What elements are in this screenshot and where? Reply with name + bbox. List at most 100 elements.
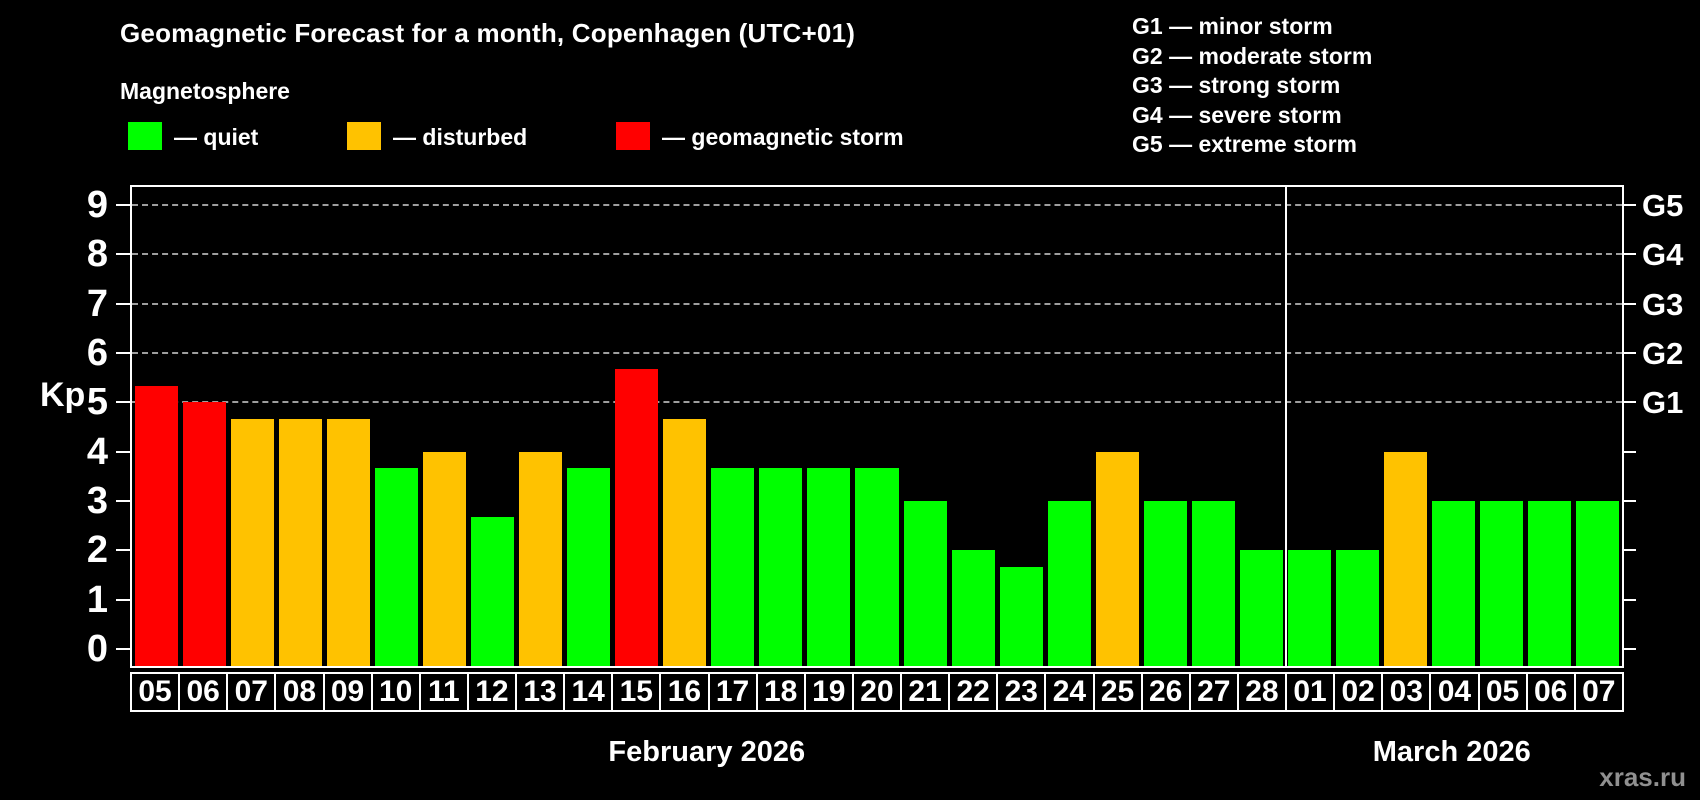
chart-subtitle: Magnetosphere xyxy=(120,78,290,104)
y-tick-label: 9 xyxy=(86,184,108,227)
right-axis-tick xyxy=(1622,352,1636,355)
g-scale-label-g2: G2 xyxy=(1642,336,1684,372)
day-label: 21 xyxy=(900,672,951,712)
storm-color-swatch xyxy=(616,122,650,150)
day-label: 20 xyxy=(851,672,902,712)
y-tick-label: 1 xyxy=(86,578,108,621)
legend-label-quiet: — quiet xyxy=(174,124,259,150)
kp-bar-day-25 xyxy=(1095,451,1139,666)
kp-bar-day-21 xyxy=(903,501,947,666)
plot-area: 0 1 2 3 4 5 6 7 8 9 G1 G2 G3 G4 G5 xyxy=(87,185,1683,668)
disturbed-color-swatch xyxy=(347,122,381,150)
y-tick-label: 8 xyxy=(86,233,108,276)
day-label: 25 xyxy=(1092,672,1143,712)
day-label: 24 xyxy=(1044,672,1095,712)
g-scale-label-g5: G5 xyxy=(1642,188,1684,224)
kp-bar-day-12 xyxy=(470,517,514,666)
kp-bar-day-10 xyxy=(374,467,418,666)
y-tick-label: 4 xyxy=(86,430,108,473)
y-axis-tick xyxy=(116,253,130,256)
kp-bar-day-24 xyxy=(1047,501,1091,666)
kp-bar-day-11 xyxy=(422,451,466,666)
right-axis-tick xyxy=(1622,253,1636,256)
day-label: 07 xyxy=(1573,672,1624,712)
right-axis-tick xyxy=(1622,500,1636,502)
y-axis-tick xyxy=(116,302,130,305)
kp-bar-day-27 xyxy=(1191,501,1235,666)
gridline-kp7 xyxy=(132,302,1622,305)
y-tick-label: 6 xyxy=(86,332,108,375)
y-tick-label: 0 xyxy=(86,628,108,670)
kp-bar-day-07 xyxy=(230,418,274,666)
y-tick-label: 7 xyxy=(86,282,108,325)
day-label: 27 xyxy=(1188,672,1239,712)
storm-scale-legend-item-g3: G3 — strong storm xyxy=(1132,72,1341,98)
kp-bar-day-05 xyxy=(134,386,178,666)
g-scale-label-g4: G4 xyxy=(1642,237,1684,273)
right-axis-tick xyxy=(1622,302,1636,305)
day-label: 22 xyxy=(948,672,999,712)
day-label: 09 xyxy=(322,672,373,712)
kp-bar-day-15 xyxy=(615,369,659,666)
right-axis-tick xyxy=(1622,450,1636,453)
y-tick-label: 2 xyxy=(86,529,108,572)
day-label: 18 xyxy=(755,672,806,712)
day-label: 13 xyxy=(515,672,566,712)
y-axis-tick xyxy=(116,204,130,207)
legend-item-storm: — geomagnetic storm xyxy=(616,122,946,152)
kp-bar-day-23 xyxy=(999,566,1043,666)
kp-bar-day-03 xyxy=(1384,451,1428,666)
kp-bar-day-06 xyxy=(182,402,226,666)
g-scale-label-g1: G1 xyxy=(1642,385,1684,421)
y-axis-tick xyxy=(116,500,130,502)
day-label: 06 xyxy=(1525,672,1576,712)
chart-title: Geomagnetic Forecast for a month, Copenh… xyxy=(120,18,856,48)
kp-bar-day-18 xyxy=(759,467,803,666)
y-tick-label: 5 xyxy=(86,381,108,424)
right-axis-tick xyxy=(1622,204,1636,207)
day-label: 05 xyxy=(1477,672,1528,712)
g-scale-label-g3: G3 xyxy=(1642,286,1684,322)
legend-item-quiet: — quiet xyxy=(128,122,338,152)
kp-bar-day-28 xyxy=(1239,550,1284,666)
kp-bar-day-06 xyxy=(1528,501,1572,666)
day-label: 19 xyxy=(803,672,854,712)
day-label: 04 xyxy=(1429,672,1480,712)
day-label: 16 xyxy=(659,672,710,712)
y-axis-tick xyxy=(116,598,130,601)
day-label: 15 xyxy=(611,672,662,712)
day-label: 06 xyxy=(178,672,229,712)
right-axis-tick xyxy=(1622,648,1636,650)
kp-bar-day-20 xyxy=(855,467,899,666)
storm-scale-legend: G1 — minor storm G2 — moderate storm G3 … xyxy=(1132,12,1372,160)
day-label: 08 xyxy=(274,672,325,712)
kp-bar-day-04 xyxy=(1432,501,1476,666)
storm-scale-legend-item-g1: G1 — minor storm xyxy=(1132,13,1333,39)
kp-bar-day-07 xyxy=(1576,501,1620,666)
day-label: 14 xyxy=(563,672,614,712)
month-separator-line xyxy=(1284,187,1287,666)
kp-bar-day-09 xyxy=(326,418,370,666)
y-axis-tick xyxy=(116,450,130,453)
day-label: 17 xyxy=(707,672,758,712)
right-axis-tick xyxy=(1622,598,1636,601)
kp-bar-day-17 xyxy=(711,467,755,666)
y-tick-label: 3 xyxy=(86,480,108,522)
day-label: 28 xyxy=(1236,672,1287,712)
kp-bar-day-26 xyxy=(1143,501,1187,666)
day-label: 23 xyxy=(996,672,1047,712)
kp-bar-day-13 xyxy=(519,451,563,666)
kp-bar-day-05 xyxy=(1480,501,1524,666)
day-label: 11 xyxy=(418,672,469,712)
storm-scale-legend-item-g4: G4 — severe storm xyxy=(1132,101,1342,128)
day-label: 01 xyxy=(1285,672,1336,712)
day-label: 02 xyxy=(1333,672,1384,712)
kp-bar-day-22 xyxy=(951,550,995,666)
day-label: 03 xyxy=(1381,672,1432,712)
x-axis-day-labels: 05 06 07 08 09 10 11 12 13 14 15 16 17 18 19 20 21 22 23 24… xyxy=(130,672,1624,712)
right-axis-tick xyxy=(1622,401,1636,404)
kp-bar-day-19 xyxy=(807,467,851,666)
storm-scale-legend-item-g2: G2 — moderate storm xyxy=(1132,42,1373,69)
day-label: 12 xyxy=(466,672,517,712)
